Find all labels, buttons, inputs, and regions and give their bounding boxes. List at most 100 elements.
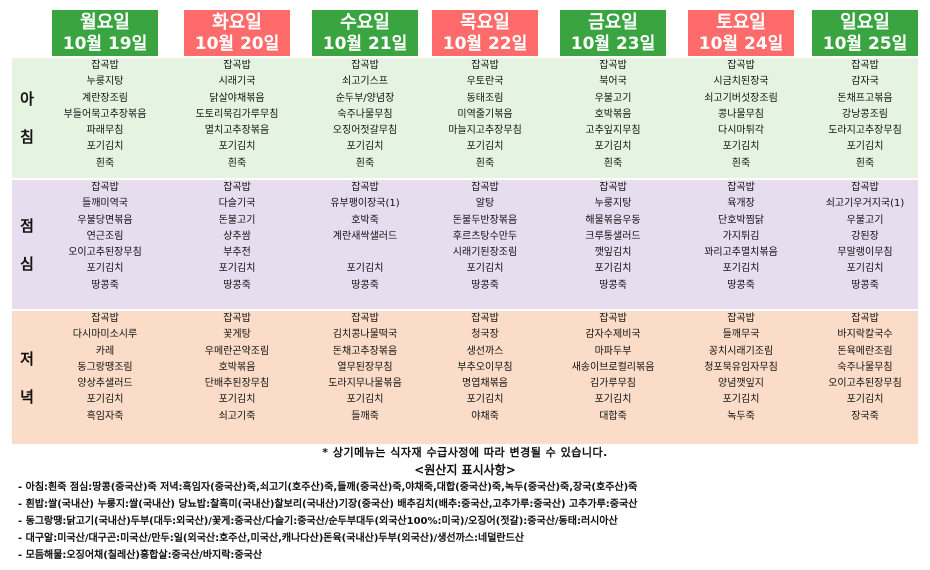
menu-item: 감자수제비국 <box>585 329 641 341</box>
menu-item: 우불고기 <box>594 92 632 104</box>
menu-item: 오징어젓갈무침 <box>332 125 398 137</box>
menu-item: 녹두죽 <box>727 410 755 422</box>
menu-item: 꽃게탕 <box>223 329 251 341</box>
menu-item: 땅콩죽 <box>727 279 755 291</box>
day-date: 10월 25일 <box>822 34 908 54</box>
day-header-tue: 화요일 10월 20일 <box>184 10 290 56</box>
menu-item: 생선까스 <box>466 345 504 357</box>
menu-item: 부들어묵고추장볶음 <box>63 108 147 120</box>
menu-item: 부추오이무침 <box>457 361 513 373</box>
menu-cell-breakfast-wed: 잡곡밥 쇠고기스프 순두부/양념장 숙주나물무침 오징어젓갈무침 포기김치 흰죽 <box>312 58 418 172</box>
menu-item: 청국장 <box>471 329 499 341</box>
menu-item: 우메란곤약조림 <box>204 345 270 357</box>
origin-title: <원산지 표시사항> <box>414 463 516 477</box>
menu-item: 잡곡밥 <box>851 182 879 193</box>
menu-item: 깻잎김치 <box>594 247 632 259</box>
menu-item: 새송이브로컬리볶음 <box>571 361 655 373</box>
menu-item: 포기김치 <box>846 394 884 406</box>
menu-item: 강낭콩조림 <box>842 108 888 120</box>
menu-cell-lunch-sun: 잡곡밥 쇠고기우거지국(1) 우불고기 강된장 무말랭이무침 포기김치 땅콩죽 <box>812 180 918 294</box>
menu-cell-lunch-sat: 잡곡밥 육개장 단호박찜닭 가지튀김 꽈리고추멸치볶음 포기김치 땅콩죽 <box>688 180 794 294</box>
menu-item: 흰죽 <box>95 157 115 169</box>
day-name: 화요일 <box>212 12 262 33</box>
menu-item: 잡곡밥 <box>727 313 755 324</box>
menu-item: 잡곡밥 <box>351 182 379 193</box>
meal-row-breakfast: 아 침 잡곡밥 누룽지탕 계란장조림 부들어묵고추장볶음 파래무침 포기김치 흰죽 잡곡밥 시래기국… <box>12 58 918 178</box>
menu-cell-dinner-fri: 잡곡밥 감자수제비국 마파두부 새송이브로컬리볶음 김가루무침 포기김치 대합죽 <box>560 311 666 425</box>
menu-item: 잡곡밥 <box>599 313 627 324</box>
day-date: 10월 21일 <box>322 34 408 54</box>
menu-item: 포기김치 <box>846 263 884 275</box>
menu-item: 꽈리고추멸치볶음 <box>704 247 778 259</box>
menu-item: 유부팽이장국(1) <box>330 198 400 210</box>
menu-item: 잡곡밥 <box>471 182 499 193</box>
menu-item: 부추전 <box>223 247 251 259</box>
day-header-wed: 수요일 10월 21일 <box>312 10 418 56</box>
menu-item: 잡곡밥 <box>727 182 755 193</box>
menu-item: 포기김치 <box>722 394 760 406</box>
menu-item: 포기김치 <box>846 141 884 153</box>
menu-item: 땅콩죽 <box>223 279 251 291</box>
menu-item: 북어국 <box>599 76 627 88</box>
menu-item: 흰죽 <box>603 157 623 169</box>
menu-item: 계란새싹샐러드 <box>332 230 398 242</box>
menu-cell-dinner-thu: 잡곡밥 청국장 생선까스 부추오이무침 명엽채볶음 포기김치 야채죽 <box>432 311 538 425</box>
menu-item: 다시마튀각 <box>718 125 764 137</box>
menu-item: 잡곡밥 <box>471 313 499 324</box>
menu-item: 강된장 <box>851 230 879 242</box>
meal-label-char: 점 <box>20 216 34 235</box>
meal-row-dinner: 저 녁 잡곡밥 다시마미소시루 카레 동그랑땡조림 양상추샐러드 포기김치 흑임자죽 잡곡밥 꽃게탕… <box>12 311 918 444</box>
menu-item: 잡곡밥 <box>727 60 755 71</box>
menu-cell-breakfast-sun: 잡곡밥 감자국 돈채프고볶음 강낭콩조림 도라지고추장무침 포기김치 흰죽 <box>812 58 918 172</box>
menu-item: 포기김치 <box>466 263 504 275</box>
menu-item: 알탕 <box>475 198 495 210</box>
menu-item: 숙주나물무침 <box>837 361 893 373</box>
menu-item: 돈육메란조림 <box>837 345 893 357</box>
menu-item: 쇠고기버섯장조림 <box>704 92 778 104</box>
meal-label-char: 침 <box>20 128 34 146</box>
day-header-thu: 목요일 10월 22일 <box>432 10 538 56</box>
meal-label-char: 녁 <box>20 387 34 406</box>
menu-item: 미역줄기볶음 <box>457 108 513 120</box>
origin-line: - 대구알:미국산/대구곤:미국산/만두:일(외국산:호주산,미국산,캐나다산)… <box>18 533 525 544</box>
menu-cell-dinner-wed: 잡곡밥 김치콩나물떡국 돈채고추장볶음 열무된장무침 도라지무나물볶음 포기김치 들깨죽 <box>312 311 418 425</box>
menu-item: 멸치고추장볶음 <box>204 125 270 137</box>
menu-item: 흑임자죽 <box>86 410 124 422</box>
menu-item: 포기김치 <box>594 141 632 153</box>
day-date: 10월 19일 <box>62 34 148 54</box>
menu-item: 도라지고추장무침 <box>828 125 902 137</box>
menu-item: 돈채프고볶음 <box>837 92 893 104</box>
day-name: 수요일 <box>340 12 390 33</box>
menu-item: 호박볶음 <box>218 361 256 373</box>
menu-item: 도라지무나물볶음 <box>328 378 402 390</box>
menu-item: 누룽지탕 <box>86 76 124 88</box>
menu-item: 마늘지고추장무침 <box>448 125 522 137</box>
day-name: 토요일 <box>716 12 766 33</box>
menu-item: 포기김치 <box>218 394 256 406</box>
menu-item: 열무된장무침 <box>337 361 393 373</box>
day-name: 월요일 <box>80 12 130 33</box>
menu-item: 장국죽 <box>851 410 879 422</box>
menu-item: 바지락칼국수 <box>837 329 893 341</box>
origin-line: - 아침:흰죽 점심:땅콩(중국산)죽 저녁:흑임자(중국산)죽,쇠고기(호주산… <box>18 482 638 493</box>
menu-item: 잡곡밥 <box>851 313 879 324</box>
menu-item: 양념깻잎지 <box>718 378 764 390</box>
menu-item: 땅콩죽 <box>471 279 499 291</box>
menu-item: 잡곡밥 <box>351 60 379 71</box>
menu-cell-dinner-sun: 잡곡밥 바지락칼국수 돈육메란조림 숙주나물무침 오이고추된장무침 포기김치 장국죽 <box>812 311 918 425</box>
menu-cell-breakfast-thu: 잡곡밥 우토란국 동태조림 미역줄기볶음 마늘지고추장무침 포기김치 흰죽 <box>432 58 538 172</box>
menu-item: 시래기된장조림 <box>452 247 518 259</box>
day-date: 10월 20일 <box>194 34 280 54</box>
menu-item: 잡곡밥 <box>599 182 627 193</box>
menu-item: 꽁치시래기조림 <box>708 345 774 357</box>
menu-item: 잡곡밥 <box>223 60 251 71</box>
menu-item: 땅콩죽 <box>599 279 627 291</box>
day-date: 10월 23일 <box>570 34 656 54</box>
menu-item: 다시마미소시루 <box>72 329 138 341</box>
menu-item: 포기김치 <box>594 263 632 275</box>
menu-item: 무말랭이무침 <box>837 247 893 259</box>
